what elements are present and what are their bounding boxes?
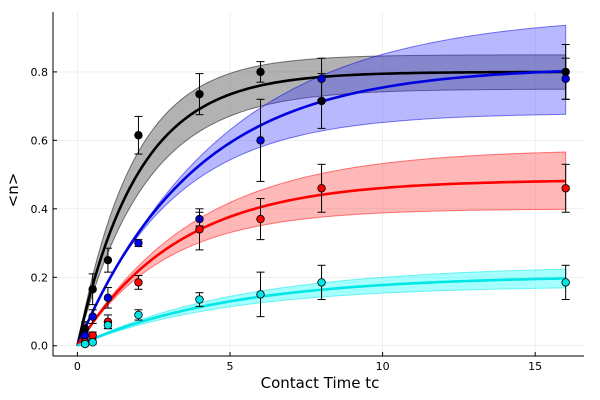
- data-point: [134, 278, 143, 287]
- data-point-layer: [80, 44, 570, 349]
- x-tick-label: 5: [227, 360, 234, 373]
- y-axis-title: <n>: [4, 173, 22, 208]
- data-point: [88, 338, 97, 347]
- data-point: [195, 295, 204, 304]
- data-point: [103, 320, 113, 330]
- data-point: [88, 285, 97, 294]
- data-point: [134, 131, 143, 140]
- y-tick-label: 0.6: [31, 134, 49, 147]
- data-point: [317, 278, 326, 287]
- data-point: [103, 293, 113, 303]
- x-tick-label: 10: [376, 360, 390, 373]
- data-point: [88, 312, 97, 321]
- data-point: [561, 278, 570, 287]
- data-point: [561, 74, 570, 83]
- data-point: [317, 74, 326, 83]
- data-point: [134, 238, 143, 248]
- data-point: [103, 255, 113, 265]
- data-point: [256, 136, 265, 145]
- y-tick-label: 0.2: [31, 271, 49, 284]
- y-tick-label: 0.0: [31, 340, 49, 353]
- tick-layer: 0 5 10 15 0.0 0.2 0.4 0.6 0.8: [31, 66, 543, 373]
- data-point: [256, 67, 265, 77]
- data-point: [561, 184, 570, 193]
- y-tick-label: 0.4: [31, 203, 49, 216]
- data-point: [256, 290, 265, 299]
- x-axis-title: Contact Time tc: [261, 374, 380, 392]
- data-point: [80, 339, 90, 349]
- x-tick-label: 0: [74, 360, 81, 373]
- data-point: [256, 214, 265, 224]
- x-tick-label: 15: [528, 360, 542, 373]
- axis-layer: [52, 12, 584, 357]
- y-tick-label: 0.8: [31, 66, 49, 79]
- data-point: [317, 184, 326, 193]
- data-point: [134, 310, 143, 320]
- data-point: [195, 225, 204, 234]
- data-point: [195, 89, 204, 99]
